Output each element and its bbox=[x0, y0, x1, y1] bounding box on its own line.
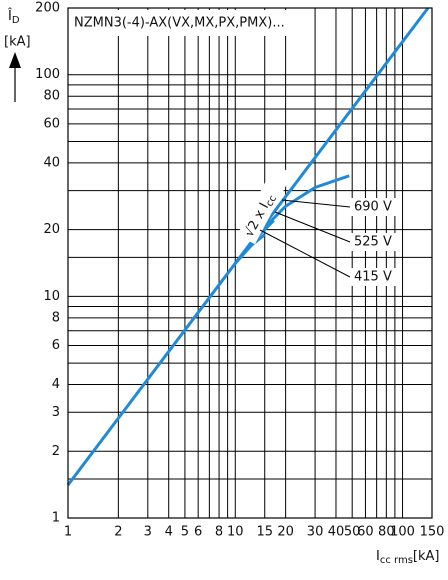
y-tick-label: 60 bbox=[43, 116, 60, 131]
x-label-sub: cc rms bbox=[380, 555, 413, 566]
pointer-line bbox=[274, 211, 351, 243]
series-label: 415 V bbox=[354, 270, 392, 285]
y-tick-label: 1 bbox=[52, 511, 60, 526]
x-tick-label: 4 bbox=[165, 525, 173, 540]
y-label-main: Î bbox=[7, 8, 12, 24]
y-tick-label: 8 bbox=[52, 310, 60, 325]
x-tick-label: 100 bbox=[390, 525, 415, 540]
lines bbox=[66, 7, 430, 486]
y-arrow-head bbox=[9, 52, 21, 68]
pointer-line bbox=[281, 199, 351, 208]
x-tick-label: 8 bbox=[215, 525, 223, 540]
x-tick-label: 6 bbox=[194, 525, 202, 540]
x-tick-label: 15 bbox=[256, 525, 273, 540]
y-tick-label: 4 bbox=[52, 377, 60, 392]
y-tick-label: 200 bbox=[35, 1, 60, 16]
x-tick-label: 40 bbox=[328, 525, 345, 540]
series-label-bg bbox=[350, 268, 396, 286]
x-tick-label: 50 bbox=[344, 525, 361, 540]
chart-title: NZMN3(-4)-AX(VX,MX,PX,PMX)... bbox=[74, 16, 285, 31]
y-tick-label: 3 bbox=[52, 405, 60, 420]
series-label: 525 V bbox=[354, 235, 392, 250]
x-tick-label: 80 bbox=[378, 525, 395, 540]
y-tick-label: 40 bbox=[43, 155, 60, 170]
y-label-sub: D bbox=[12, 15, 20, 26]
pointer-line bbox=[259, 229, 351, 278]
x-tick-label: 1 bbox=[64, 525, 72, 540]
x-tick-label: 20 bbox=[277, 525, 294, 540]
x-tick-label: 30 bbox=[307, 525, 324, 540]
series-label-bg bbox=[350, 198, 396, 216]
y-tick-label: 6 bbox=[52, 338, 60, 353]
x-label-unit: [kA] bbox=[413, 549, 440, 564]
series-label-bg bbox=[350, 233, 396, 251]
title-box bbox=[71, 10, 297, 36]
line-label-sub: cc bbox=[264, 194, 279, 209]
series-label: 690 V bbox=[354, 200, 392, 215]
y-tick-label: 2 bbox=[52, 444, 60, 459]
y-tick-label: 100 bbox=[35, 67, 60, 82]
grid bbox=[67, 7, 433, 519]
x-tick-label: 5 bbox=[181, 525, 189, 540]
y-tick-label: 10 bbox=[43, 289, 60, 304]
line-label-bg bbox=[237, 164, 293, 245]
series-line bbox=[234, 233, 266, 265]
x-tick-label: 60 bbox=[357, 525, 374, 540]
x-tick-label: 10 bbox=[227, 525, 244, 540]
x-tick-label: 150 bbox=[420, 525, 445, 540]
y-axis-unit: [kA] bbox=[4, 35, 31, 50]
y-axis-label: ÎD bbox=[7, 8, 20, 27]
x-axis-label: Icc rms[kA] bbox=[376, 549, 439, 567]
x-tick-label: 3 bbox=[144, 525, 152, 540]
y-tick-label: 20 bbox=[43, 222, 60, 237]
y-tick-label: 80 bbox=[43, 89, 60, 104]
x-tick-label: 2 bbox=[114, 525, 122, 540]
x-label-main: I bbox=[376, 549, 380, 564]
plot-frame bbox=[67, 7, 433, 519]
